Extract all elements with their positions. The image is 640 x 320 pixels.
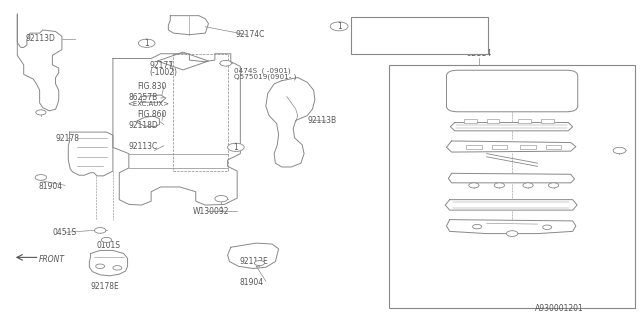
Text: 81904: 81904 (38, 181, 63, 190)
Circle shape (523, 183, 533, 188)
Circle shape (543, 225, 552, 229)
Bar (520, 145, 536, 149)
Text: 92113D: 92113D (26, 34, 56, 43)
Circle shape (330, 22, 348, 31)
Text: 1: 1 (337, 22, 342, 31)
Text: FRONT: FRONT (38, 255, 65, 264)
Text: 0474S  ( -0901): 0474S ( -0901) (234, 67, 291, 74)
Text: 92113C: 92113C (129, 142, 158, 151)
Text: 92114: 92114 (467, 50, 492, 59)
Bar (492, 145, 507, 149)
Text: Q575019(0901- ): Q575019(0901- ) (234, 74, 296, 80)
Circle shape (96, 264, 104, 268)
Text: 81904: 81904 (239, 278, 263, 287)
Text: W130092: W130092 (193, 207, 229, 216)
Circle shape (215, 196, 228, 202)
Circle shape (548, 183, 559, 188)
Text: FIG.830: FIG.830 (137, 82, 166, 91)
Text: 92118D: 92118D (129, 121, 159, 130)
Circle shape (138, 39, 155, 47)
Circle shape (36, 110, 46, 115)
Bar (546, 145, 561, 149)
Bar (541, 119, 554, 123)
Circle shape (228, 143, 244, 151)
Bar (518, 119, 531, 123)
Circle shape (254, 260, 264, 266)
Circle shape (95, 228, 106, 233)
Bar (389, 65, 636, 308)
Circle shape (613, 147, 626, 154)
Circle shape (220, 60, 232, 66)
Text: 92178E: 92178E (91, 282, 119, 291)
Circle shape (113, 266, 122, 270)
Text: 0451S: 0451S (52, 228, 77, 237)
Text: 0101S: 0101S (97, 241, 121, 250)
Text: 1: 1 (234, 143, 238, 152)
Circle shape (468, 183, 479, 188)
Text: FIG.860: FIG.860 (137, 109, 166, 118)
Circle shape (494, 183, 504, 188)
Text: <EXC.AUX>: <EXC.AUX> (127, 101, 169, 107)
Text: A930001201: A930001201 (534, 304, 583, 313)
Text: 92113E: 92113E (239, 257, 268, 266)
Text: 0450S*A(-'10MY): 0450S*A(-'10MY) (355, 21, 424, 30)
Circle shape (35, 175, 47, 180)
Text: Q500031('11MY-): Q500031('11MY-) (355, 40, 424, 49)
Text: 86257B: 86257B (129, 93, 158, 102)
Text: 1: 1 (144, 39, 149, 48)
Circle shape (101, 237, 111, 243)
Circle shape (506, 231, 518, 236)
Text: (-1002): (-1002) (149, 68, 177, 77)
Circle shape (472, 224, 481, 229)
Bar (351, 17, 488, 54)
Bar (467, 145, 481, 149)
Text: 92178: 92178 (56, 134, 79, 143)
Text: 92177: 92177 (149, 61, 173, 70)
Bar (465, 119, 477, 123)
Text: 92174C: 92174C (236, 30, 265, 39)
Bar (486, 119, 499, 123)
FancyBboxPatch shape (447, 70, 578, 112)
Text: 92113B: 92113B (307, 116, 337, 125)
